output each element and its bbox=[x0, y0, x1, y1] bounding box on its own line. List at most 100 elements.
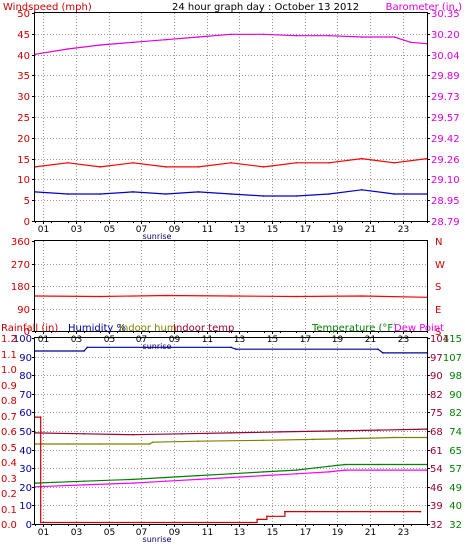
barometer-tick-label: 29.57 bbox=[431, 113, 460, 124]
series-point-panel1-1 bbox=[66, 193, 69, 195]
series-point-panel1-1 bbox=[360, 189, 363, 191]
temperature-tick-label: 49 bbox=[449, 483, 462, 494]
barometer-tick-label: 30.35 bbox=[431, 9, 460, 20]
series-point-panel1-0 bbox=[164, 166, 167, 168]
series-point-panel3-1 bbox=[279, 431, 281, 433]
series-point-panel1-2 bbox=[393, 36, 396, 38]
temperature-tick-label: 107 bbox=[443, 353, 462, 364]
series-point-panel1-0 bbox=[262, 166, 265, 168]
wind-direction-point bbox=[295, 295, 298, 298]
windspeed-tick-label: 35 bbox=[17, 71, 30, 82]
temperature-tick-label: 74 bbox=[449, 427, 462, 438]
series-point-panel3-2 bbox=[99, 443, 102, 445]
series-point-panel3-4 bbox=[132, 482, 134, 484]
x-tick-label: 01 bbox=[38, 528, 49, 538]
barometer-tick-label: 28.95 bbox=[431, 196, 460, 207]
windspeed-tick-label: 0 bbox=[24, 217, 30, 228]
barometer-tick-label: 30.20 bbox=[431, 30, 460, 41]
direction-tick-label: 90 bbox=[17, 305, 30, 316]
temperature-tick-label: 65 bbox=[449, 446, 462, 457]
x-tick-label: 09 bbox=[169, 528, 181, 538]
rainfall-tick-label: 0.0 bbox=[1, 520, 17, 531]
series-layer bbox=[34, 33, 428, 524]
series-point-panel3-2 bbox=[148, 443, 151, 445]
x-tick-label: 09 bbox=[169, 335, 181, 345]
x-tick-label: 21 bbox=[365, 528, 376, 538]
series-point-panel3-5 bbox=[284, 510, 286, 513]
series-point-panel3-0 bbox=[382, 352, 384, 354]
series-point-panel3-2 bbox=[197, 440, 200, 443]
humidity-tick-label: 30 bbox=[19, 464, 32, 475]
x-tick-label: 19 bbox=[332, 528, 344, 538]
temperature-tick-label: 90 bbox=[449, 390, 462, 401]
series-point-panel3-3 bbox=[83, 480, 85, 483]
direction-tick-label: 0 bbox=[24, 327, 30, 338]
barometer-tick-label: 29.26 bbox=[431, 155, 460, 166]
series-point-panel1-2 bbox=[197, 36, 200, 38]
compass-tick-label: S bbox=[435, 282, 441, 293]
series-line-panel3-4 bbox=[34, 469, 427, 488]
series-point-panel3-2 bbox=[393, 436, 396, 439]
compass-tick-label: S bbox=[435, 327, 441, 338]
indoor-temp-label: Indoor temp bbox=[173, 323, 234, 334]
sunrise-annotation: sunrise bbox=[143, 232, 172, 241]
series-point-panel1-0 bbox=[197, 166, 200, 168]
indoor-temp-tick-label: 97 bbox=[430, 353, 443, 364]
temperature-label: Temperature (°F) bbox=[311, 323, 397, 334]
windspeed-tick-label: 25 bbox=[17, 113, 30, 124]
x-tick-label: 09 bbox=[169, 225, 181, 235]
rainfall-tick-label: 0.6 bbox=[1, 427, 17, 438]
x-tick-label: 23 bbox=[398, 335, 409, 345]
series-point-panel3-1 bbox=[230, 432, 232, 434]
series-point-panel3-5 bbox=[266, 515, 268, 518]
wind-direction-point bbox=[230, 295, 232, 297]
series-point-panel3-4 bbox=[262, 474, 265, 477]
series-point-panel1-1 bbox=[328, 193, 330, 195]
compass-tick-label: E bbox=[435, 305, 441, 316]
series-point-panel1-0 bbox=[295, 162, 298, 164]
series-point-panel3-4 bbox=[295, 473, 298, 475]
barometer-tick-label: 29.89 bbox=[431, 71, 460, 82]
barometer-tick-label: 29.10 bbox=[431, 175, 460, 186]
series-point-panel3-5 bbox=[249, 521, 252, 524]
x-tick-label: 15 bbox=[267, 335, 278, 345]
wind-direction-point bbox=[99, 295, 102, 298]
x-tick-label: 13 bbox=[234, 225, 245, 235]
series-point-panel1-2 bbox=[164, 38, 167, 41]
series-point-panel3-2 bbox=[311, 438, 314, 441]
windspeed-tick-label: 5 bbox=[24, 196, 30, 207]
sunrise-annotation: sunrise bbox=[143, 342, 172, 351]
rainfall-tick-label: 0.5 bbox=[1, 443, 17, 454]
series-point-panel1-0 bbox=[99, 166, 102, 168]
windspeed-tick-label: 30 bbox=[17, 92, 30, 103]
x-tick-label: 19 bbox=[332, 225, 344, 235]
series-point-panel3-2 bbox=[360, 437, 363, 440]
x-tick-label: 23 bbox=[398, 528, 409, 538]
x-tick-label: 17 bbox=[300, 335, 311, 345]
windspeed-tick-label: 50 bbox=[17, 9, 30, 20]
x-tick-label: 03 bbox=[71, 335, 82, 345]
chart-title: 24 hour graph day : October 13 2012 bbox=[172, 2, 359, 13]
series-point-panel1-2 bbox=[360, 36, 363, 38]
series-point-panel3-1 bbox=[83, 433, 85, 435]
series-point-panel1-0 bbox=[132, 162, 134, 164]
compass-tick-label: N bbox=[435, 237, 442, 248]
humidity-tick-label: 70 bbox=[19, 390, 32, 401]
series-point-panel1-0 bbox=[393, 162, 396, 164]
direction-tick-label: 180 bbox=[11, 282, 30, 293]
temperature-tick-label: 57 bbox=[449, 464, 462, 475]
rainfall-tick-label: 1.1 bbox=[1, 350, 17, 361]
series-point-panel3-4 bbox=[344, 469, 347, 471]
barometer-axis-label: Barometer (in.) bbox=[386, 2, 462, 13]
series-point-panel3-0 bbox=[377, 348, 379, 351]
series-point-panel1-1 bbox=[262, 195, 265, 197]
barometer-tick-label: 28.79 bbox=[431, 217, 460, 228]
x-tick-label: 11 bbox=[202, 528, 213, 538]
x-tick-label: 01 bbox=[38, 335, 49, 345]
humidity-tick-label: 10 bbox=[19, 501, 32, 512]
series-point-panel3-5 bbox=[256, 518, 258, 521]
series-point-panel1-2 bbox=[409, 41, 412, 44]
temperature-tick-label: 40 bbox=[449, 501, 462, 512]
series-point-panel1-2 bbox=[295, 34, 298, 37]
